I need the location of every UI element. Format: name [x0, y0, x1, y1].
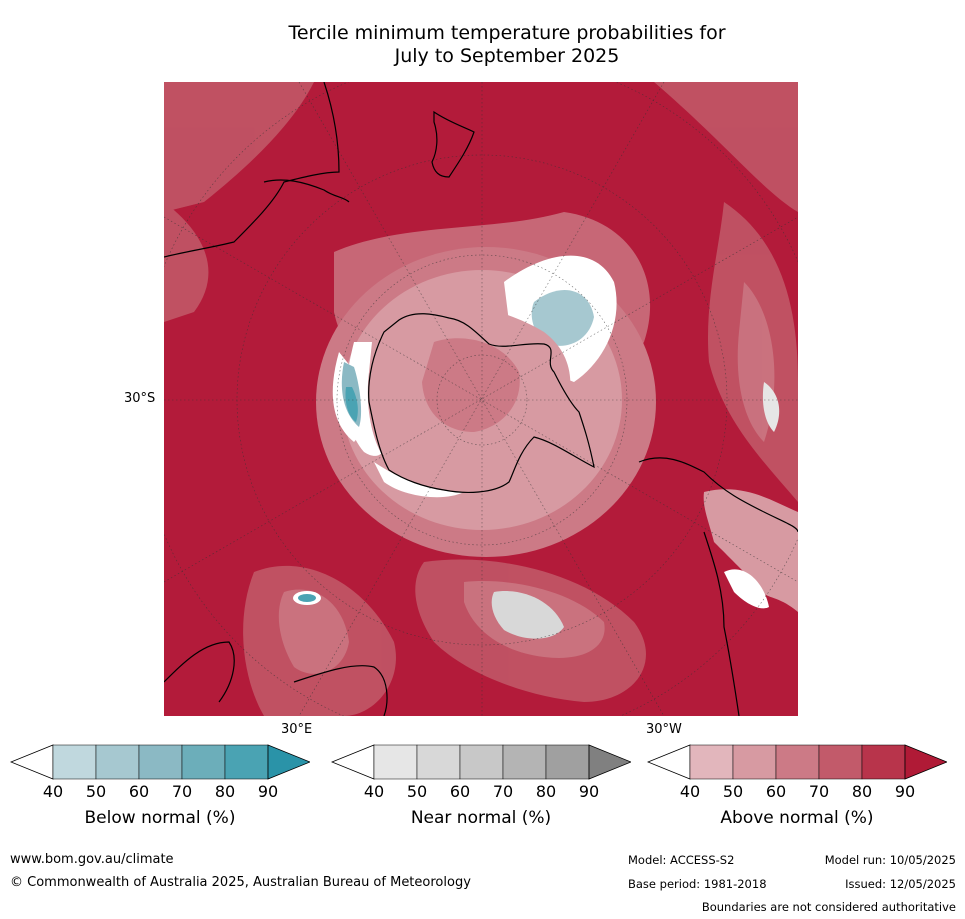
colorbar-tick-label: 40 — [42, 782, 64, 801]
colorbar-tick-label: 70 — [492, 782, 514, 801]
near-normal-colorbar — [331, 744, 631, 780]
footer-disclaimer: Boundaries are not considered authoritat… — [701, 900, 956, 914]
africa-coast — [164, 641, 235, 703]
colorbar-low-extend — [331, 744, 375, 780]
new-zealand-coast — [431, 110, 475, 178]
near-normal-label: Near normal (%) — [410, 808, 552, 828]
colorbar-low-extend — [10, 744, 54, 780]
colorbar-tick-label: 90 — [578, 782, 600, 801]
antarctica-coast — [368, 313, 595, 493]
lon-label-30w: 30°W — [646, 722, 682, 737]
colorbar-tick-label: 60 — [765, 782, 787, 801]
colorbar-bin — [861, 744, 906, 780]
colorbar-bin — [459, 744, 504, 780]
colorbar-bin — [732, 744, 777, 780]
footer-model: Model: ACCESS-S2 — [628, 853, 735, 867]
colorbar-bin — [373, 744, 418, 780]
colorbar-tick-label: 60 — [128, 782, 150, 801]
colorbar-bin — [224, 744, 269, 780]
colorbar-high-extend — [588, 744, 631, 780]
lat-label-30s: 30°S — [124, 391, 156, 406]
footer-copyright: © Commonwealth of Australia 2025, Austra… — [10, 875, 471, 890]
below-normal-label: Below normal (%) — [84, 808, 236, 828]
above-normal-label: Above normal (%) — [720, 808, 874, 828]
colorbar-tick-label: 70 — [171, 782, 193, 801]
colorbar-tick-label: 80 — [851, 782, 873, 801]
colorbar-tick-label: 50 — [722, 782, 744, 801]
colorbar-tick-label: 80 — [214, 782, 236, 801]
footer-base-period: Base period: 1981-2018 — [628, 877, 767, 891]
footer-website: www.bom.gov.au/climate — [10, 852, 174, 867]
title-line-2: July to September 2025 — [394, 45, 620, 67]
colorbar-bin — [502, 744, 547, 780]
colorbar-bin — [95, 744, 140, 780]
footer-issued: Issued: 12/05/2025 — [845, 877, 956, 891]
colorbar-tick-label: 40 — [679, 782, 701, 801]
colorbar-bin — [138, 744, 183, 780]
antarctic-region — [316, 247, 656, 557]
colorbar-bin — [416, 744, 461, 780]
colorbar-bin — [545, 744, 590, 780]
australia-coast — [164, 82, 340, 258]
graticule — [164, 82, 798, 716]
colorbar-bin — [689, 744, 734, 780]
footer-model-run: Model run: 10/05/2025 — [824, 853, 956, 867]
below-normal-patch — [293, 591, 321, 605]
south-america-coast — [638, 457, 798, 533]
colorbar-high-extend — [904, 744, 947, 780]
chart-title: Tercile minimum temperature probabilitie… — [160, 22, 854, 68]
probability-map — [164, 82, 798, 716]
lon-label-30e: 30°E — [281, 722, 313, 737]
colorbar-tick-label: 90 — [257, 782, 279, 801]
colorbar-tick-label: 50 — [85, 782, 107, 801]
south-america-region — [703, 489, 798, 612]
below-normal-colorbar — [10, 744, 310, 780]
colorbar-bin — [181, 744, 226, 780]
colorbar-bin — [52, 744, 97, 780]
colorbar-tick-label: 90 — [894, 782, 916, 801]
above-normal-colorbar — [647, 744, 947, 780]
colorbar-tick-label: 70 — [808, 782, 830, 801]
colorbar-tick-label: 50 — [406, 782, 428, 801]
coastlines — [164, 82, 798, 716]
colorbar-high-extend — [267, 744, 310, 780]
colorbar-low-extend — [647, 744, 691, 780]
colorbar-tick-label: 40 — [363, 782, 385, 801]
colorbar-tick-label: 60 — [449, 782, 471, 801]
title-line-1: Tercile minimum temperature probabilitie… — [288, 22, 726, 44]
colorbar-tick-label: 80 — [535, 782, 557, 801]
colorbar-bin — [775, 744, 820, 780]
colorbar-bin — [818, 744, 863, 780]
